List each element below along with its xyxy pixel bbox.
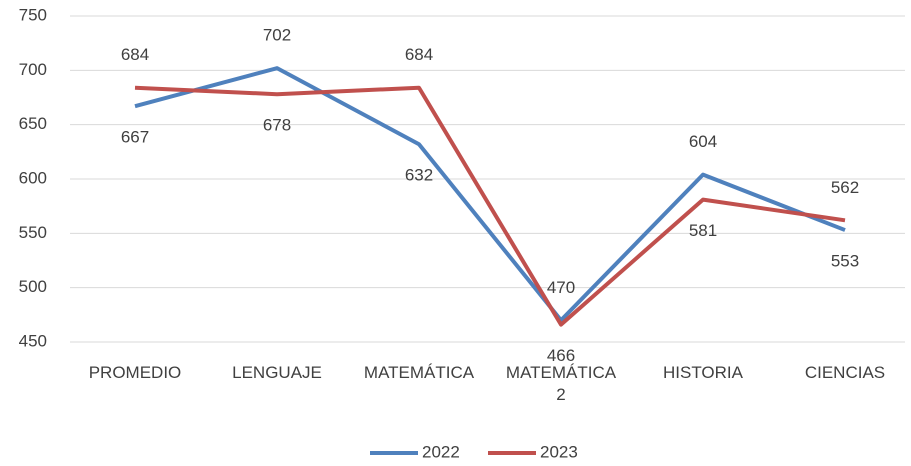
data-label: 466	[547, 346, 575, 365]
x-tick-label: MATEMÁTICA	[363, 363, 475, 382]
data-label: 553	[831, 252, 859, 271]
y-tick-label: 700	[19, 60, 47, 79]
data-label: 678	[263, 116, 291, 135]
data-label: 562	[831, 178, 859, 197]
legend-label: 2022	[422, 442, 460, 461]
legend-label: 2023	[540, 442, 578, 461]
y-tick-label: 450	[19, 331, 47, 350]
x-tick-label: HISTORIA	[663, 363, 743, 382]
x-tick-label: MATEMÁTICA 2	[505, 363, 617, 404]
series-line	[134, 85, 846, 327]
y-tick-label: 650	[19, 114, 47, 133]
y-tick-label: 750	[19, 5, 47, 24]
data-label: 581	[689, 221, 717, 240]
y-tick-label: 500	[19, 277, 47, 296]
x-tick-label: LENGUAJE	[232, 363, 322, 382]
y-tick-label: 600	[19, 168, 47, 187]
data-label: 684	[405, 45, 433, 64]
data-label: 667	[121, 128, 149, 147]
series-line	[134, 66, 846, 323]
y-tick-label: 550	[19, 223, 47, 242]
data-label: 470	[547, 278, 575, 297]
x-tick-label: CIENCIAS	[804, 363, 886, 382]
data-label: 604	[689, 132, 717, 151]
data-label: 632	[405, 166, 433, 185]
data-label: 702	[263, 26, 291, 45]
x-tick-label: PROMEDIO	[88, 363, 182, 382]
data-label: 684	[121, 45, 149, 64]
